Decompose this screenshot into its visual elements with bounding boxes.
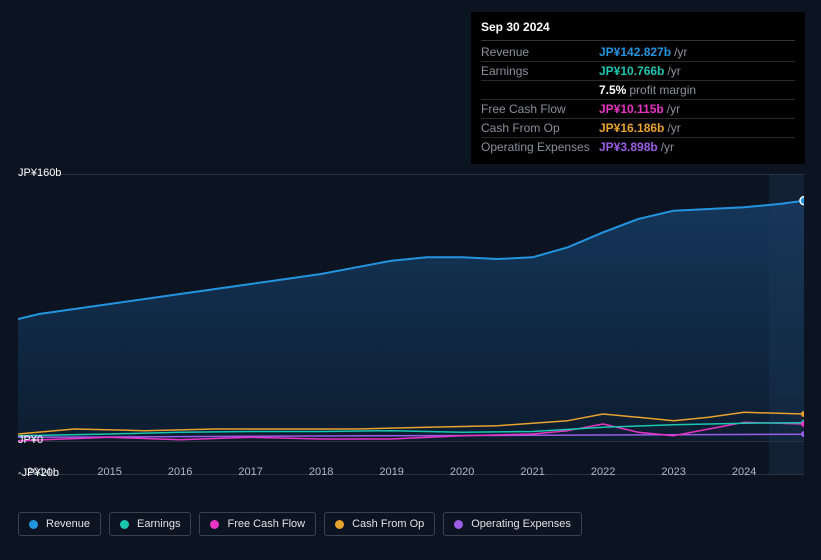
tooltip-metric-value: 7.5% bbox=[599, 83, 626, 97]
tooltip-metric-unit: /yr bbox=[667, 64, 680, 78]
legend-swatch bbox=[454, 520, 463, 529]
legend-label: Operating Expenses bbox=[471, 518, 571, 530]
tooltip-metric-label: Cash From Op bbox=[481, 121, 599, 135]
x-tick-label: 2017 bbox=[238, 466, 262, 478]
revenue-area bbox=[18, 201, 804, 441]
tooltip-row: Cash From OpJP¥16.186b/yr bbox=[481, 119, 795, 138]
x-tick-label: 2015 bbox=[97, 466, 121, 478]
tooltip-metric-label: Free Cash Flow bbox=[481, 102, 599, 116]
tooltip-metric-unit: /yr bbox=[667, 121, 680, 135]
x-axis: 2014201520162017201820192020202120222023… bbox=[18, 466, 804, 486]
tooltip-row: Free Cash FlowJP¥10.115b/yr bbox=[481, 100, 795, 119]
x-tick-label: 2024 bbox=[732, 466, 756, 478]
legend-label: Revenue bbox=[46, 518, 90, 530]
tooltip-row: Operating ExpensesJP¥3.898b/yr bbox=[481, 138, 795, 156]
legend-item[interactable]: Operating Expenses bbox=[443, 512, 582, 536]
tooltip-metric-unit: /yr bbox=[667, 102, 680, 116]
tooltip-row: 7.5%profit margin bbox=[481, 81, 795, 100]
x-tick-label: 2022 bbox=[591, 466, 615, 478]
tooltip-metric-label: Operating Expenses bbox=[481, 140, 599, 154]
tooltip-metric-unit: /yr bbox=[661, 140, 674, 154]
tooltip-metric-unit: profit margin bbox=[629, 83, 696, 97]
tooltip-row: EarningsJP¥10.766b/yr bbox=[481, 62, 795, 81]
tooltip-metric-label: Revenue bbox=[481, 45, 599, 59]
tooltip-metric-value: JP¥10.115b bbox=[599, 102, 664, 116]
legend-label: Earnings bbox=[137, 518, 180, 530]
legend-swatch bbox=[335, 520, 344, 529]
legend-swatch bbox=[29, 520, 38, 529]
chart-plot[interactable] bbox=[18, 174, 804, 474]
x-tick-label: 2023 bbox=[661, 466, 685, 478]
legend-swatch bbox=[120, 520, 129, 529]
tooltip-metric-value: JP¥142.827b bbox=[599, 45, 671, 59]
tooltip-row: RevenueJP¥142.827b/yr bbox=[481, 43, 795, 62]
legend-item[interactable]: Revenue bbox=[18, 512, 101, 536]
legend-label: Cash From Op bbox=[352, 518, 424, 530]
y-tick-label: JP¥0 bbox=[18, 434, 43, 446]
legend: Revenue Earnings Free Cash Flow Cash From O… bbox=[18, 512, 582, 536]
tooltip-date: Sep 30 2024 bbox=[481, 20, 795, 41]
tooltip-metric-value: JP¥10.766b bbox=[599, 64, 664, 78]
tooltip-metric-label: Earnings bbox=[481, 64, 599, 78]
legend-label: Free Cash Flow bbox=[227, 518, 305, 530]
y-tick-label: -JP¥20b bbox=[18, 467, 59, 479]
chart-container: JP¥160b JP¥0 -JP¥20b 2014201520162017201… bbox=[18, 156, 804, 536]
tooltip-metric-value: JP¥16.186b bbox=[599, 121, 664, 135]
x-tick-label: 2021 bbox=[520, 466, 544, 478]
x-tick-label: 2020 bbox=[450, 466, 474, 478]
x-tick-label: 2016 bbox=[168, 466, 192, 478]
legend-swatch bbox=[210, 520, 219, 529]
legend-item[interactable]: Cash From Op bbox=[324, 512, 435, 536]
legend-item[interactable]: Free Cash Flow bbox=[199, 512, 316, 536]
series-marker bbox=[800, 197, 804, 205]
tooltip-metric-value: JP¥3.898b bbox=[599, 140, 658, 154]
y-tick-label: JP¥160b bbox=[18, 167, 61, 179]
tooltip-metric-unit: /yr bbox=[674, 45, 687, 59]
x-tick-label: 2018 bbox=[309, 466, 333, 478]
cursor-band bbox=[769, 174, 804, 474]
chart-tooltip: Sep 30 2024 RevenueJP¥142.827b/yrEarning… bbox=[471, 12, 805, 164]
legend-item[interactable]: Earnings bbox=[109, 512, 191, 536]
x-tick-label: 2019 bbox=[379, 466, 403, 478]
tooltip-metric-label bbox=[481, 83, 599, 97]
